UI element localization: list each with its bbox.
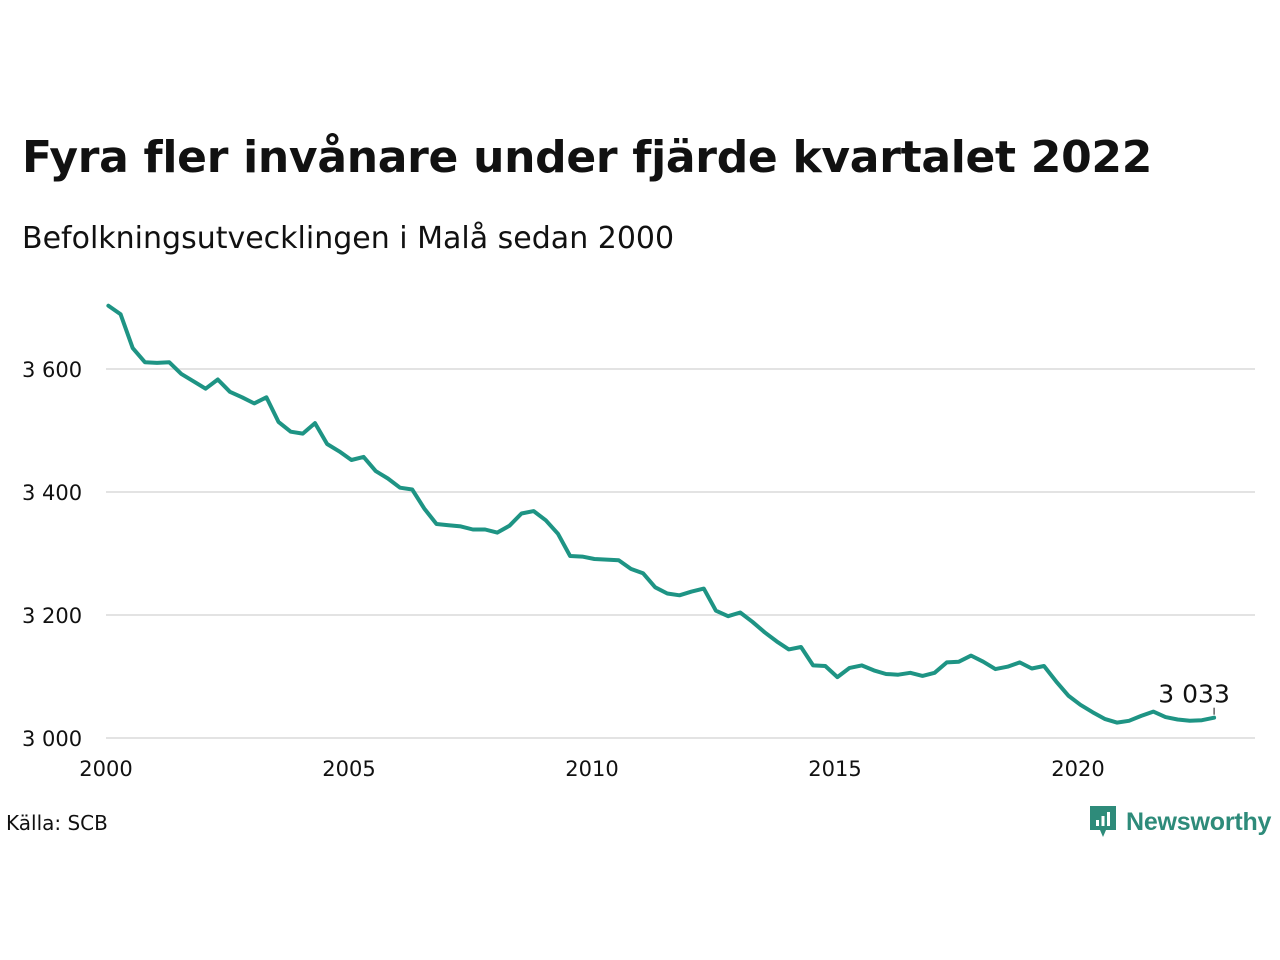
grid-lines <box>106 368 1255 739</box>
x-tick-label: 2000 <box>79 757 132 781</box>
y-tick-label: 3 000 <box>22 727 82 751</box>
y-axis-tick-labels: 3 000 3 200 3 400 3 600 <box>22 358 82 751</box>
population-series-line <box>106 303 1217 725</box>
source-note: Källa: SCB <box>6 811 108 835</box>
brand-name: Newsworthy <box>1126 807 1272 836</box>
chart-title: Fyra fler invånare under fjärde kvartale… <box>22 132 1153 183</box>
newsworthy-brand: Newsworthy <box>1088 804 1271 840</box>
chart-subtitle: Befolkningsutvecklingen i Malå sedan 200… <box>22 221 675 256</box>
last-value-label: 3 033 <box>1158 680 1230 709</box>
x-tick-label: 2010 <box>565 757 618 781</box>
y-tick-label: 3 400 <box>22 481 82 505</box>
x-axis-tick-labels: 2000 2005 2010 2015 2020 <box>79 757 1104 781</box>
y-tick-label: 3 600 <box>22 358 82 382</box>
line-chart: 3 000 3 200 3 400 3 600 2000 2005 2010 2015 202… <box>22 303 1255 781</box>
x-tick-label: 2005 <box>322 757 375 781</box>
x-tick-label: 2015 <box>808 757 861 781</box>
y-tick-label: 3 200 <box>22 604 82 628</box>
x-tick-label: 2020 <box>1051 757 1104 781</box>
newsworthy-logo-icon <box>1090 806 1116 837</box>
